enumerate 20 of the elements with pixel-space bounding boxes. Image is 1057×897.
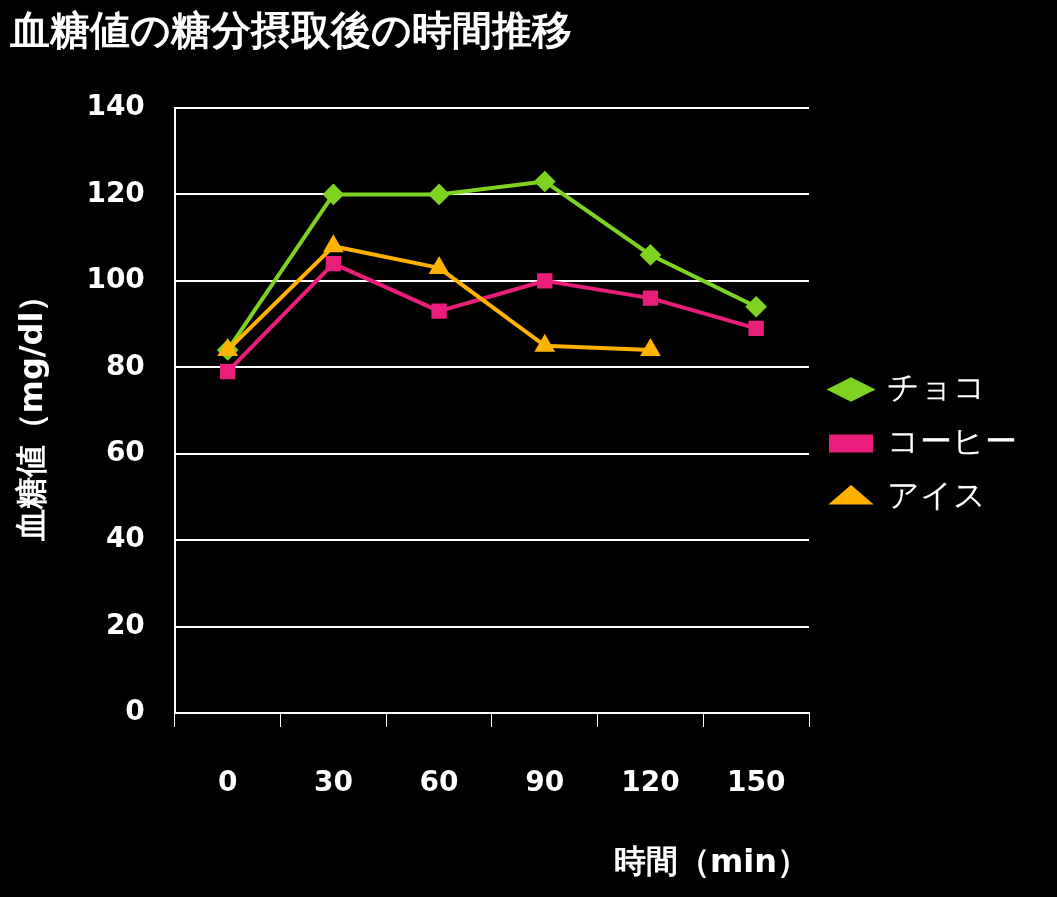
y-axis-title: 血糖値（mg/dl）	[11, 279, 50, 543]
y-tick-label: 60	[105, 435, 145, 468]
y-tick-label: 20	[105, 607, 145, 641]
x-tick-label: 120	[621, 765, 680, 799]
x-tick-label: 60	[419, 765, 459, 799]
x-tick-label: 90	[525, 765, 565, 799]
chart-title: 血糖値の糖分摂取後の時間推移	[9, 7, 572, 54]
x-axis-title: 時間（min）	[613, 842, 809, 881]
x-tick-label: 30	[313, 765, 353, 799]
y-tick-label: 0	[125, 694, 145, 728]
legend-label: コーヒー	[887, 421, 1017, 460]
y-tick-label: 100	[86, 262, 145, 296]
y-tick-label: 140	[86, 89, 145, 123]
x-tick-label: 0	[217, 765, 238, 799]
legend-label: アイス	[887, 475, 986, 514]
x-tick-label: 150	[726, 765, 786, 799]
legend-label: チョコ	[887, 367, 986, 406]
y-tick-label: 40	[105, 521, 145, 555]
y-tick-label: 80	[105, 348, 145, 382]
y-tick-label: 120	[86, 175, 145, 209]
